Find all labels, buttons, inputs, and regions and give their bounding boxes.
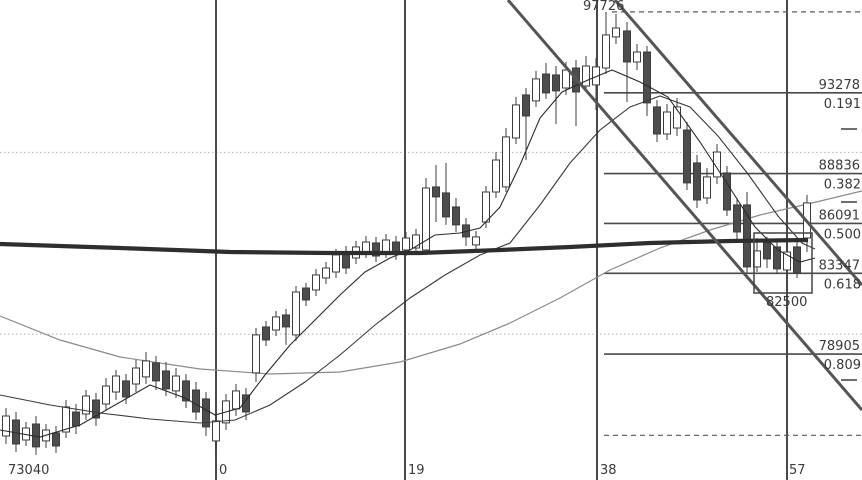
fib-ratio-label: 0.618	[824, 277, 861, 292]
candle-down	[763, 242, 771, 260]
candle-up	[2, 415, 10, 437]
candle-up	[332, 254, 340, 273]
candle-up	[633, 51, 641, 63]
candle-up	[663, 111, 671, 135]
candle-down	[162, 370, 170, 390]
candle-up	[362, 241, 370, 253]
fib-price-label: 93278	[819, 78, 860, 93]
x-axis-label: 73040	[8, 463, 49, 478]
candle-down	[282, 314, 290, 328]
descending-trendline	[613, 0, 862, 286]
candle-up	[402, 237, 410, 251]
consolidation-box	[753, 232, 813, 294]
box-price-label: 82500	[766, 295, 807, 310]
candle-up	[592, 66, 600, 86]
descending-trendline	[506, 0, 862, 411]
candle-up	[292, 291, 300, 336]
candle-down	[743, 204, 751, 268]
x-axis-label: 57	[789, 463, 806, 478]
candle-up	[602, 34, 610, 69]
candle-down	[52, 432, 60, 447]
candle-up	[142, 360, 150, 378]
candle-up	[713, 151, 721, 178]
candle-down	[693, 162, 701, 201]
candle-down	[432, 186, 440, 198]
candle-up	[512, 104, 520, 139]
candle-up	[673, 106, 681, 129]
fib-price-label: 78905	[819, 339, 860, 354]
candle-up	[492, 159, 500, 193]
candle-down	[522, 94, 530, 117]
candle-down	[733, 204, 741, 233]
fib-ratio-label: 0.500	[824, 227, 861, 242]
fib-ratio-label: 0.191	[824, 97, 861, 112]
candle-down	[653, 106, 661, 135]
fib-ratio-label: 0.809	[824, 358, 861, 373]
candle-down	[542, 73, 550, 94]
candle-up	[382, 239, 390, 253]
candle-down	[442, 192, 450, 218]
candles-group	[2, 12, 811, 455]
candle-down	[372, 242, 380, 257]
x-axis-label: 19	[408, 463, 425, 478]
candle-up	[612, 27, 620, 38]
candle-up	[502, 136, 510, 188]
candle-down	[262, 326, 270, 341]
candle-up	[562, 69, 570, 89]
candle-down	[552, 74, 560, 92]
candle-up	[312, 274, 320, 291]
candle-down	[302, 287, 310, 301]
fib-price-label: 86091	[819, 208, 860, 223]
candle-down	[182, 380, 190, 402]
candle-down	[623, 30, 631, 63]
candle-up	[482, 191, 490, 223]
candle-down	[72, 411, 80, 427]
fib-price-label: 83347	[819, 258, 860, 273]
candle-up	[62, 406, 70, 433]
candle-down	[773, 246, 781, 270]
x-axis-label: 0	[219, 463, 227, 478]
candle-down	[92, 399, 100, 419]
candle-up	[212, 420, 220, 442]
candle-down	[122, 380, 130, 398]
candle-down	[683, 129, 691, 184]
candle-down	[242, 394, 250, 413]
candle-up	[232, 390, 240, 410]
fib-ratio-label: 0.382	[824, 178, 861, 193]
candle-up	[422, 187, 430, 251]
candle-down	[202, 398, 210, 428]
fib-price-label: 88836	[819, 159, 860, 174]
candle-up	[272, 316, 280, 331]
major-moving-average-line	[0, 237, 809, 256]
candle-down	[643, 51, 651, 104]
candle-down	[723, 172, 731, 211]
candle-up	[252, 334, 260, 374]
candle-up	[582, 65, 590, 87]
candle-up	[703, 176, 711, 199]
candle-down	[452, 206, 460, 226]
candle-up	[412, 234, 420, 249]
fast-moving-average-line	[0, 69, 816, 438]
candle-up	[532, 78, 540, 102]
candle-up	[172, 375, 180, 392]
x-axis-label: 38	[600, 463, 617, 478]
candle-up	[472, 236, 480, 246]
candle-up	[132, 367, 140, 385]
candle-up	[102, 385, 110, 405]
candle-down	[152, 362, 160, 382]
candle-up	[322, 267, 330, 279]
swing-high-label: 97726	[583, 0, 624, 14]
candle-up	[112, 375, 120, 393]
candle-down	[192, 389, 200, 413]
candle-up	[82, 395, 90, 415]
medium-moving-average-line	[0, 95, 816, 424]
candle-up	[783, 251, 791, 271]
